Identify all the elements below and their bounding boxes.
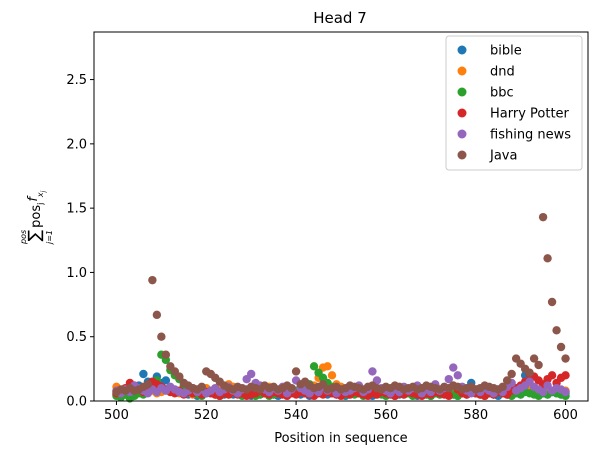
y-tick-label: 2.0 (66, 137, 87, 152)
y-label-sum-sub: j=1 (45, 230, 54, 245)
legend-label: bible (490, 44, 522, 59)
point-java (547, 297, 557, 307)
point-fishing-news (561, 387, 570, 397)
y-label-sum-sup: pos (19, 230, 28, 245)
point-bible (139, 369, 148, 379)
y-label-f: f (26, 195, 41, 202)
point-java (148, 275, 157, 285)
point-java (291, 367, 301, 376)
y-tick-label: 0.0 (66, 395, 87, 410)
legend-marker (457, 129, 467, 139)
point-java (556, 342, 566, 352)
point-java (552, 326, 561, 335)
svg-text:∑posjfxj: ∑posjfxj (25, 190, 47, 241)
point-harry-potter (444, 391, 453, 401)
point-fishing-news (449, 363, 458, 372)
y-axis: 0.0 0.5 1.0 1.5 2.0 2.5 (66, 73, 94, 410)
point-java (152, 310, 162, 320)
x-tick-label: 520 (194, 408, 219, 423)
legend-label: dnd (490, 65, 515, 80)
legend-marker (457, 108, 467, 118)
point-bible (161, 376, 171, 385)
point-java (507, 369, 516, 379)
legend-marker (457, 45, 467, 55)
y-label-body-sub: j (36, 203, 45, 206)
point-java (175, 372, 184, 381)
legend-box (445, 35, 583, 171)
y-label-f-subsub: j (40, 190, 47, 193)
point-dnd (323, 362, 332, 371)
y-label-sum-symbol: ∑ (25, 229, 45, 241)
point-fishing-news (538, 387, 548, 397)
point-java (143, 380, 153, 389)
point-dnd (327, 371, 337, 380)
point-fishing-news (246, 369, 256, 379)
point-java (538, 212, 548, 222)
point-java (498, 382, 507, 392)
point-harry-potter (547, 371, 557, 380)
point-java (502, 376, 512, 385)
legend-marker (457, 150, 467, 160)
legend: bible dnd bbc Harry Potter fishing news Java (445, 35, 583, 171)
legend-label: Harry Potter (490, 107, 570, 122)
chart-title: Head 7 (313, 9, 367, 27)
x-tick-label: 600 (553, 408, 578, 423)
x-tick-label: 560 (373, 408, 398, 423)
point-java (525, 368, 534, 377)
point-java (543, 254, 552, 263)
x-tick-label: 580 (463, 408, 488, 423)
point-bbc (309, 362, 319, 371)
legend-label: bbc (490, 86, 514, 101)
point-fishing-news (444, 374, 453, 384)
point-java (561, 354, 570, 363)
x-axis-label: Position in sequence (274, 431, 407, 446)
point-java (161, 350, 171, 359)
y-label-body: pos (29, 205, 44, 228)
point-fishing-news (368, 367, 377, 376)
legend-marker (457, 66, 467, 76)
point-fishing-news (453, 371, 462, 380)
point-java (529, 354, 539, 363)
y-tick-label: 0.5 (66, 330, 87, 345)
point-java (287, 383, 296, 393)
point-java (534, 360, 543, 370)
legend-label: fishing news (490, 128, 571, 143)
y-tick-label: 2.5 (66, 73, 87, 88)
legend-marker (457, 87, 467, 97)
x-tick-label: 500 (104, 408, 129, 423)
point-java (157, 332, 166, 341)
x-tick-label: 540 (284, 408, 309, 423)
y-axis-label: ∑posjfxj pos j=1 (19, 190, 54, 245)
y-label-f-sub: x (36, 192, 45, 198)
points-layer (112, 212, 570, 403)
y-tick-label: 1.5 (66, 202, 87, 217)
point-harry-potter (561, 371, 570, 380)
legend-label: Java (489, 149, 517, 164)
x-axis: 500 520 540 560 580 600 (104, 401, 578, 423)
point-java (197, 382, 206, 392)
y-tick-label: 1.0 (66, 266, 87, 281)
plot-frame (93, 31, 589, 402)
